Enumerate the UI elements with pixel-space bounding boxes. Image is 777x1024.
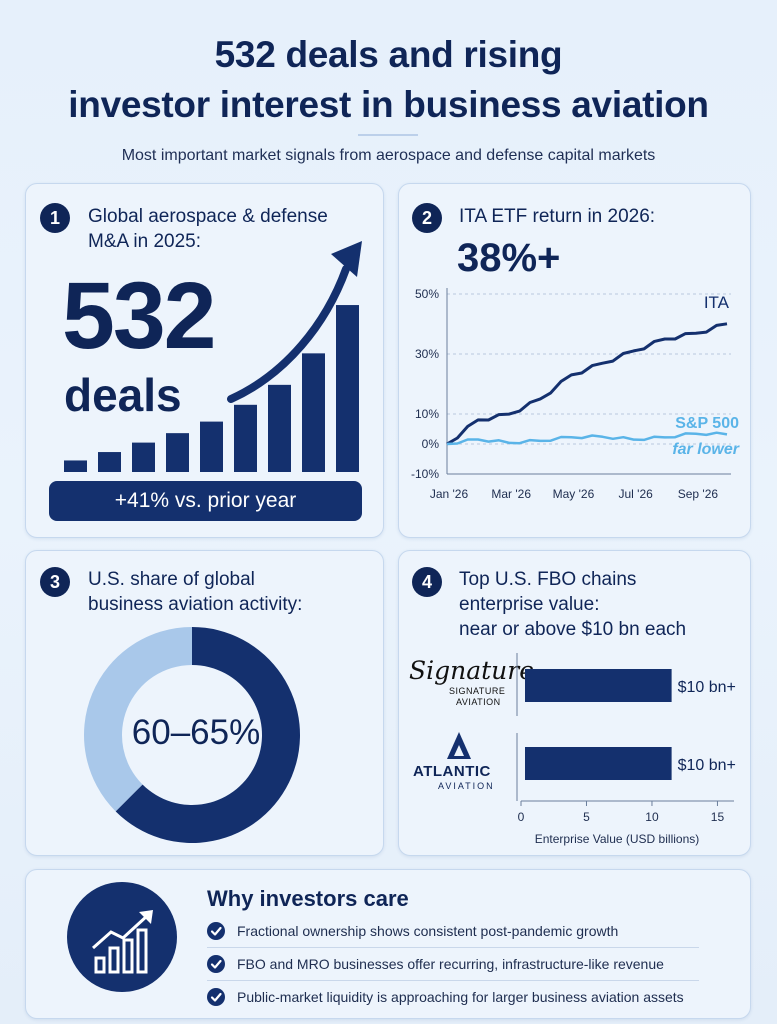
footer-heading: Why investors care — [207, 886, 409, 911]
panel-heading: Top U.S. FBO chains enterprise value: ne… — [459, 567, 686, 642]
deal-bars-chart — [64, 241, 362, 472]
heading-line: business aviation activity: — [88, 594, 303, 615]
atlantic-triangle-icon — [447, 732, 471, 759]
fbo-value-bar — [525, 669, 672, 702]
reason-text: Public-market liquidity is approaching f… — [237, 989, 684, 1005]
donut-center-value: 60–65% — [131, 713, 261, 752]
heading-line: near or above $10 bn each — [459, 619, 687, 640]
check-icon — [207, 922, 225, 940]
panel-fbo-value: 4 Top U.S. FBO chains enterprise value: … — [398, 550, 751, 856]
title-line-2: investor interest in business aviation — [68, 84, 709, 125]
panel-number-badge: 2 — [412, 203, 442, 233]
page-subtitle: Most important market signals from aeros… — [121, 147, 656, 164]
rising-chart-icon — [67, 882, 177, 992]
fbo-value-label: $10 bn+ — [678, 679, 736, 696]
x-tick-label: 15 — [711, 810, 725, 824]
deal-bar — [234, 404, 257, 472]
signature-line-2: AVIATION — [456, 697, 501, 707]
ita-return-value: 38%+ — [457, 236, 561, 280]
donut-slice-us — [115, 627, 300, 843]
reason-text: Fractional ownership shows consistent po… — [237, 923, 619, 939]
fbo-bar-chart: $10 bn+ $10 bn+ 0 5 10 15 Enterprise Value (US… — [516, 653, 736, 846]
check-icon — [207, 988, 225, 1006]
panel-why-investors: Why investors care — [25, 869, 751, 1019]
fbo-value-bar — [525, 747, 672, 780]
reason-list-item: Public-market liquidity is approaching f… — [207, 981, 699, 1014]
x-tick-label: Jul '26 — [619, 487, 654, 501]
x-tick-label: 0 — [518, 810, 525, 824]
atlantic-aviation-logo: ATLANTIC AVIATION — [411, 731, 511, 793]
deal-bar — [64, 460, 87, 472]
y-tick-label: 30% — [415, 347, 439, 361]
deal-bar — [268, 384, 291, 472]
ita-series-label: ITA — [704, 293, 730, 312]
page-title: 532 deals and rising investor interest i… — [0, 30, 777, 130]
deals-big-number: 532 — [62, 263, 217, 369]
sp500-note-label: far lower — [672, 441, 739, 458]
y-tick-label: 0% — [422, 437, 440, 451]
deal-bar — [302, 353, 325, 472]
x-tick-label: Mar '26 — [491, 487, 531, 501]
reason-list-item: FBO and MRO businesses offer recurring, … — [207, 948, 699, 981]
heading-line: M&A in 2025: — [88, 231, 202, 252]
signature-script: Signature — [409, 656, 535, 685]
sp500-series-line — [446, 431, 728, 446]
heading-line: enterprise value: — [459, 594, 600, 615]
panel-number-badge: 4 — [412, 567, 442, 597]
panel-number-badge: 1 — [40, 203, 70, 233]
reason-text: FBO and MRO businesses offer recurring, … — [237, 956, 664, 972]
x-tick-label: 5 — [583, 810, 590, 824]
deals-unit: deals — [64, 369, 182, 421]
signature-aviation-logo: Signature SIGNATURE AVIATION — [409, 656, 534, 712]
y-tick-label: 10% — [415, 407, 439, 421]
ita-series-line — [446, 322, 728, 446]
deal-bar — [98, 452, 121, 472]
panel-ma-deals: 1 Global aerospace & defense M&A in 2025… — [25, 183, 384, 538]
panel-heading: ITA ETF return in 2026: — [459, 206, 656, 227]
title-line-1: 532 deals and rising — [214, 34, 563, 75]
title-divider — [358, 134, 418, 136]
deal-bar — [200, 421, 223, 472]
heading-line: U.S. share of global — [88, 569, 255, 590]
sp500-series-label: S&P 500 — [675, 415, 739, 432]
etf-line-chart: 50% 30% 10% 0% -10% Jan '26 Mar '26 May '26 Jul … — [411, 287, 740, 501]
x-tick-label: 10 — [645, 810, 659, 824]
panel-ita-etf: 2 ITA ETF return in 2026: 38%+ 50% 30% 10%… — [398, 183, 751, 538]
deal-bar — [132, 442, 155, 472]
x-axis-title: Enterprise Value (USD billions) — [535, 832, 700, 846]
reason-list-item: Fractional ownership shows consistent po… — [207, 915, 699, 948]
x-tick-label: Sep '26 — [678, 487, 719, 501]
heading-line: Global aerospace & defense — [88, 206, 328, 227]
atlantic-line-2: AVIATION — [438, 781, 495, 791]
fbo-value-label: $10 bn+ — [678, 757, 736, 774]
check-icon — [207, 955, 225, 973]
signature-line-1: SIGNATURE — [449, 686, 506, 696]
y-tick-label: -10% — [411, 467, 439, 481]
rising-chart-glyph — [92, 910, 153, 974]
heading-line: Top U.S. FBO chains — [459, 569, 637, 590]
growth-badge: +41% vs. prior year — [49, 481, 362, 521]
panel-heading: Global aerospace & defense M&A in 2025: — [88, 204, 328, 254]
deal-bar — [336, 305, 359, 472]
x-tick-label: Jan '26 — [430, 487, 469, 501]
deal-bar — [166, 433, 189, 472]
growth-arrow-icon — [227, 241, 362, 403]
x-tick-label: May '26 — [553, 487, 595, 501]
panel-us-share: 3 U.S. share of global business aviation… — [25, 550, 384, 856]
panel-heading: U.S. share of global business aviation a… — [88, 567, 302, 617]
y-tick-label: 50% — [415, 287, 439, 301]
panel-number-badge: 3 — [40, 567, 70, 597]
atlantic-line-1: ATLANTIC — [413, 763, 491, 780]
share-donut-chart — [83, 627, 300, 843]
donut-slice-rest — [83, 627, 192, 812]
